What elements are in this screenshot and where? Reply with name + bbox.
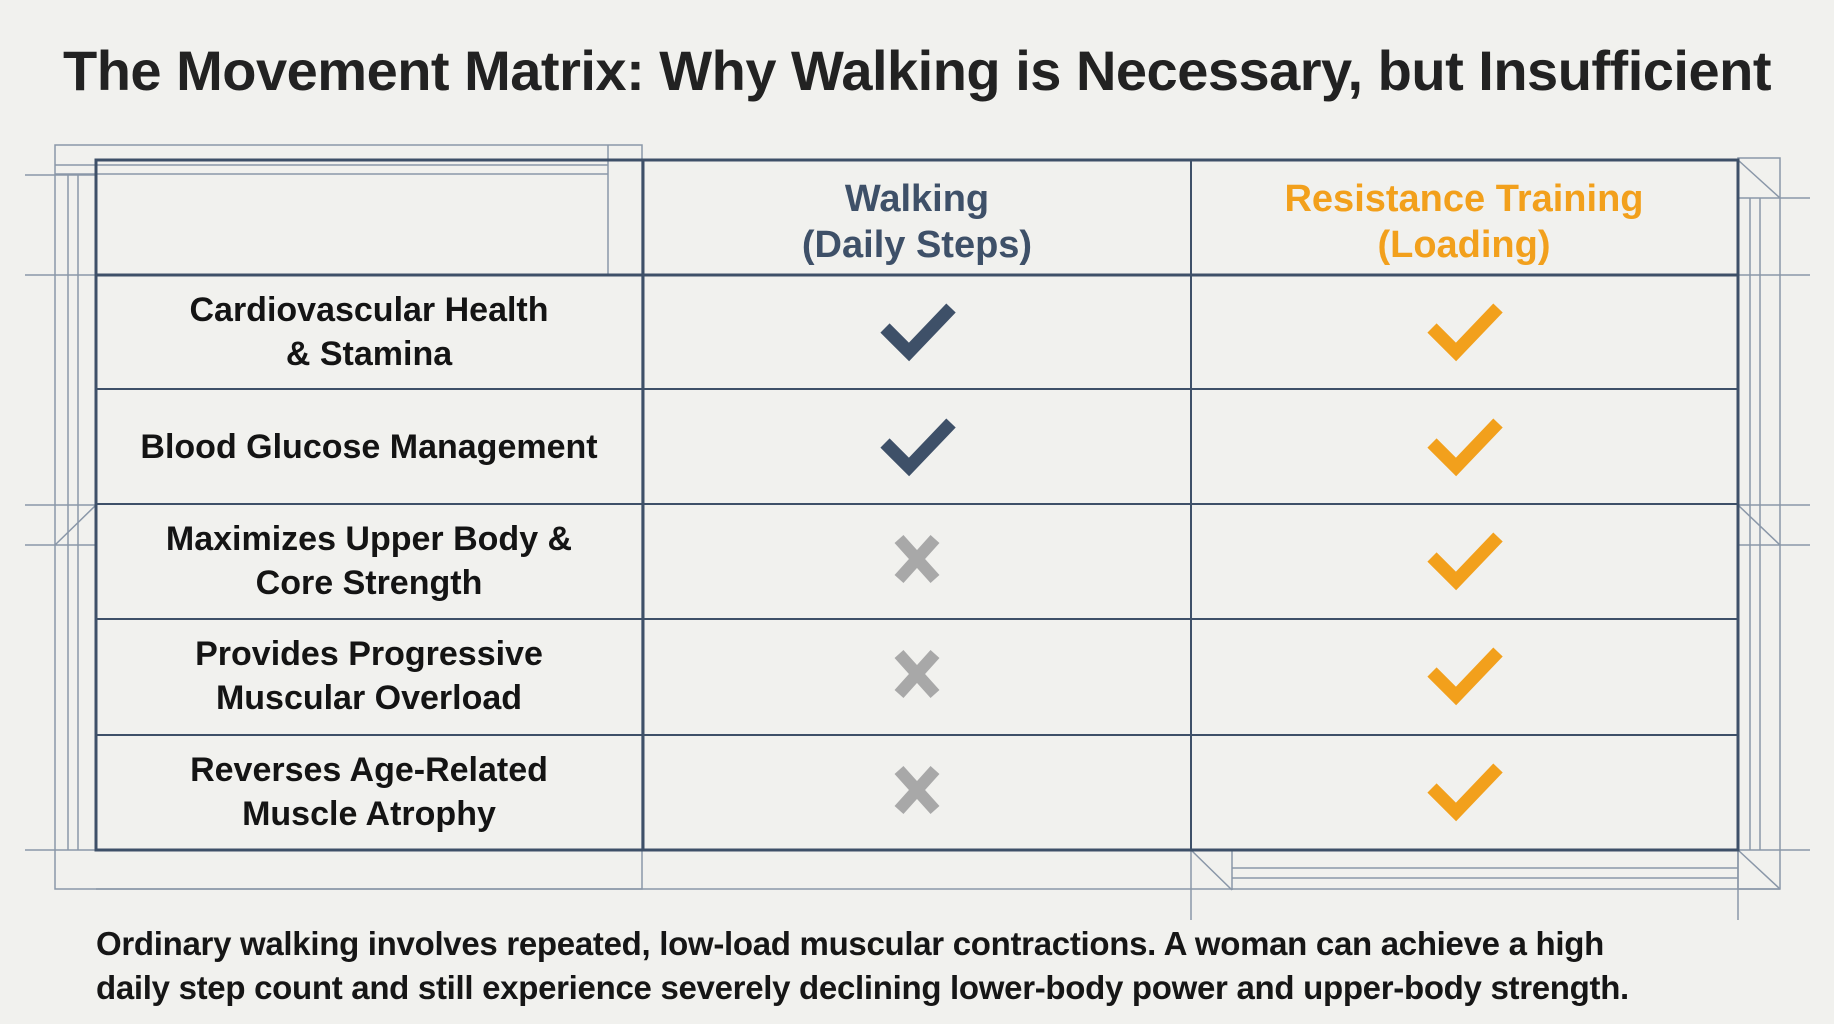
row-label-cardiovascular: Cardiovascular Health & Stamina	[96, 275, 642, 389]
row-label-upper-body: Maximizes Upper Body & Core Strength	[96, 504, 642, 618]
column-header-walking-subtitle: (Daily Steps)	[801, 224, 1033, 266]
checkmark-icon	[1414, 407, 1514, 487]
column-header-resistance-title: Resistance Training	[1284, 178, 1644, 220]
page-title: The Movement Matrix: Why Walking is Nece…	[63, 39, 1771, 102]
column-header-walking-title: Walking	[844, 178, 990, 220]
row-label-line: Reverses Age-Related	[190, 751, 548, 789]
row-label-line: Blood Glucose Management	[140, 428, 598, 466]
row-label-muscle-atrophy: Reverses Age-Related Muscle Atrophy	[96, 735, 642, 849]
checkmark-icon	[1414, 636, 1514, 716]
row-label-line: Core Strength	[255, 564, 483, 602]
table-lines	[94, 158, 1740, 852]
row-label-line: Muscle Atrophy	[242, 795, 496, 833]
row-label-line: Provides Progressive	[195, 635, 543, 673]
footer-note: Ordinary walking involves repeated, low-…	[96, 922, 1756, 1010]
column-header-resistance: Resistance Training (Loading)	[1191, 170, 1737, 274]
x-mark-icon	[867, 752, 967, 832]
checkmark-icon	[1414, 752, 1514, 832]
x-mark-icon	[867, 636, 967, 716]
row-label-line: Maximizes Upper Body &	[165, 520, 573, 558]
footer-line: Ordinary walking involves repeated, low-…	[96, 925, 1604, 962]
footer-line: daily step count and still experience se…	[96, 969, 1629, 1006]
construction-lines	[25, 144, 1810, 920]
checkmark-icon	[867, 292, 967, 372]
checkmark-icon	[1414, 292, 1514, 372]
column-header-walking: Walking (Daily Steps)	[644, 170, 1190, 274]
column-header-resistance-subtitle: (Loading)	[1377, 224, 1551, 266]
checkmark-icon	[1414, 521, 1514, 601]
row-label-line: Cardiovascular Health	[189, 291, 549, 329]
row-label-blood-glucose: Blood Glucose Management	[96, 390, 642, 504]
checkmark-icon	[867, 407, 967, 487]
row-label-line: & Stamina	[285, 335, 453, 373]
row-label-line: Muscular Overload	[215, 679, 523, 717]
row-label-progressive-overload: Provides Progressive Muscular Overload	[96, 619, 642, 733]
x-mark-icon	[867, 521, 967, 601]
